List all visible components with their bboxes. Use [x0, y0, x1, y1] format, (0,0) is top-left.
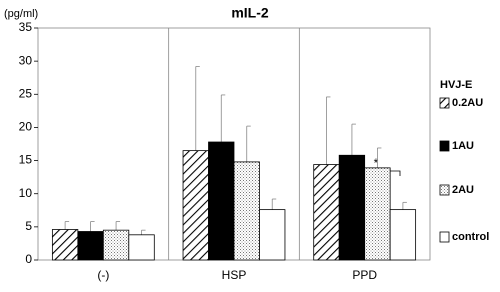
legend-swatch — [439, 231, 450, 243]
y-tick-label: 25 — [19, 86, 33, 100]
legend-label: 2AU — [452, 184, 474, 196]
y-tick-label: 20 — [19, 120, 33, 134]
y-tick-label: 5 — [25, 219, 32, 233]
bar — [102, 229, 130, 261]
bar — [233, 161, 260, 261]
y-tick-label: 30 — [19, 53, 33, 67]
x-tick-label: HSP — [222, 268, 247, 282]
y-tick-label: 10 — [19, 186, 33, 200]
x-tick-label: PPD — [352, 268, 377, 282]
bar — [128, 234, 155, 261]
bar — [77, 231, 104, 261]
y-tick-label: 0 — [25, 252, 32, 266]
y-tick-label: 35 — [19, 20, 33, 34]
bar — [313, 164, 340, 261]
legend-label: control — [452, 231, 489, 243]
bar — [259, 209, 286, 261]
legend-swatch — [439, 97, 450, 109]
bar — [51, 229, 79, 261]
legend-swatch — [439, 184, 450, 196]
legend-label: 1AU — [452, 140, 474, 152]
legend-swatch — [439, 140, 450, 152]
bar — [208, 141, 235, 261]
chart-title: mIL-2 — [231, 5, 269, 21]
y-axis-label: (pg/ml) — [4, 8, 38, 20]
x-tick-label: (-) — [97, 268, 109, 282]
bar — [182, 150, 209, 261]
bar — [389, 209, 417, 261]
annotation: * — [374, 156, 379, 170]
bar — [338, 154, 366, 261]
bar — [364, 167, 391, 261]
legend-label: 0.2AU — [452, 97, 483, 109]
y-tick-label: 15 — [19, 153, 33, 167]
legend-title: HVJ-E — [440, 79, 472, 91]
